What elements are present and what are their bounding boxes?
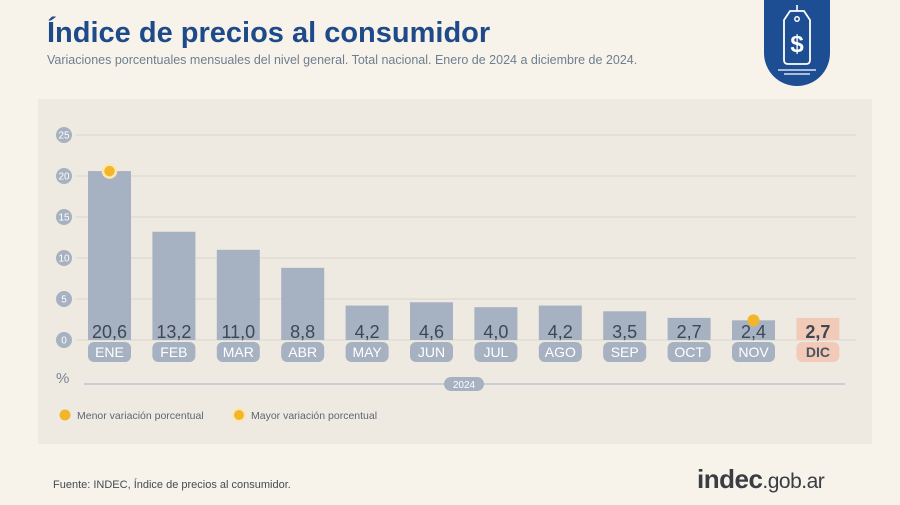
category-pill (667, 342, 711, 362)
x-tick-label: SEP (611, 344, 639, 360)
bar (667, 317, 711, 340)
y-tick-badge (56, 168, 72, 184)
indec-logo: indec.gob.ar (697, 464, 825, 495)
y-tick-label: 5 (61, 295, 67, 306)
legend-max-label: Mayor variación porcentual (251, 410, 377, 422)
bar (152, 231, 196, 340)
y-tick-badge (56, 127, 72, 143)
bar (796, 317, 840, 340)
page-title: Índice de precios al consumidor (47, 17, 491, 49)
y-tick-badge (56, 332, 72, 348)
monthly-cpi-bar-chart: 0 5 10 15 20 25 ENE 20,6 FEB 13,2 MAR 11,0 ABR 8,8 MA… (56, 127, 856, 422)
x-tick-label: AGO (545, 344, 576, 360)
x-tick-label: ABR (288, 344, 317, 360)
category-pill (796, 342, 840, 362)
data-label: 4,6 (419, 322, 444, 342)
bar (88, 171, 131, 340)
data-label: 2,4 (741, 322, 766, 342)
y-tick-label: 15 (58, 213, 70, 224)
data-label: 20,6 (92, 322, 127, 342)
bar (345, 305, 389, 340)
brand-name: indec (697, 464, 763, 494)
x-tick-label: JUN (418, 344, 445, 360)
x-tick-label: JUL (483, 344, 508, 360)
data-label: 4,2 (355, 322, 380, 342)
min-marker (747, 314, 760, 327)
grid-lines: 0 5 10 15 20 25 (56, 127, 856, 348)
data-label: 2,7 (805, 322, 830, 342)
axes: % 2024 (56, 370, 845, 391)
bar (281, 267, 325, 340)
category-pill (281, 342, 325, 362)
x-tick-label: FEB (160, 344, 187, 360)
legend: Menor variación porcentual Mayor variaci… (59, 408, 377, 422)
data-label: 3,5 (612, 322, 637, 342)
y-tick-badge (56, 250, 72, 266)
category-pill (345, 342, 389, 362)
bar (603, 311, 647, 340)
max-marker (101, 163, 118, 179)
data-label: 4,0 (483, 322, 508, 342)
x-tick-label: NOV (738, 344, 769, 360)
legend-max-marker (232, 408, 246, 422)
x-tick-label: DIC (806, 344, 830, 360)
y-tick-label: 0 (61, 336, 67, 347)
category-pill (538, 342, 582, 362)
y-tick-badge (56, 209, 72, 225)
y-tick-label: 20 (58, 172, 70, 183)
bar (538, 305, 582, 340)
category-pill (410, 342, 453, 362)
price-tag-badge: $ (764, 0, 830, 86)
data-label: 13,2 (156, 322, 191, 342)
legend-min-marker (59, 409, 71, 421)
bar (474, 307, 518, 340)
bar (410, 302, 453, 340)
x-tick-label: MAY (352, 344, 382, 360)
data-label: 2,7 (677, 322, 702, 342)
x-tick-label: OCT (674, 344, 704, 360)
brand-domain: .gob.ar (762, 470, 825, 493)
category-pill (88, 342, 131, 362)
y-axis-unit-label: % (56, 370, 69, 387)
bar-series (88, 171, 840, 362)
svg-text:$: $ (790, 31, 804, 58)
year-label: 2024 (453, 380, 476, 391)
data-label: 4,2 (548, 322, 573, 342)
y-tick-label: 10 (58, 254, 70, 265)
category-pill (152, 342, 196, 362)
data-label: 11,0 (221, 322, 255, 342)
y-tick-badge (56, 291, 72, 307)
y-tick-label: 25 (58, 131, 70, 142)
source-note: Fuente: INDEC, Índice de precios al cons… (53, 479, 291, 491)
x-tick-label: ENE (95, 344, 124, 360)
bar (732, 320, 775, 340)
page-subtitle: Variaciones porcentuales mensuales del n… (47, 53, 638, 67)
data-label: 8,8 (290, 322, 315, 342)
year-pill (444, 377, 484, 391)
markers (101, 163, 760, 327)
legend-min-label: Menor variación porcentual (77, 410, 204, 422)
category-pill (474, 342, 518, 362)
x-tick-label: MAR (223, 344, 254, 360)
data-labels: ENE 20,6 FEB 13,2 MAR 11,0 ABR 8,8 MAY 4,2 JUN 4,6 J… (92, 322, 830, 360)
price-tag-dollar-icon: $ (778, 5, 816, 75)
category-pill (603, 342, 647, 362)
category-pill (732, 342, 775, 362)
bar (216, 249, 260, 340)
category-pill (216, 342, 260, 362)
